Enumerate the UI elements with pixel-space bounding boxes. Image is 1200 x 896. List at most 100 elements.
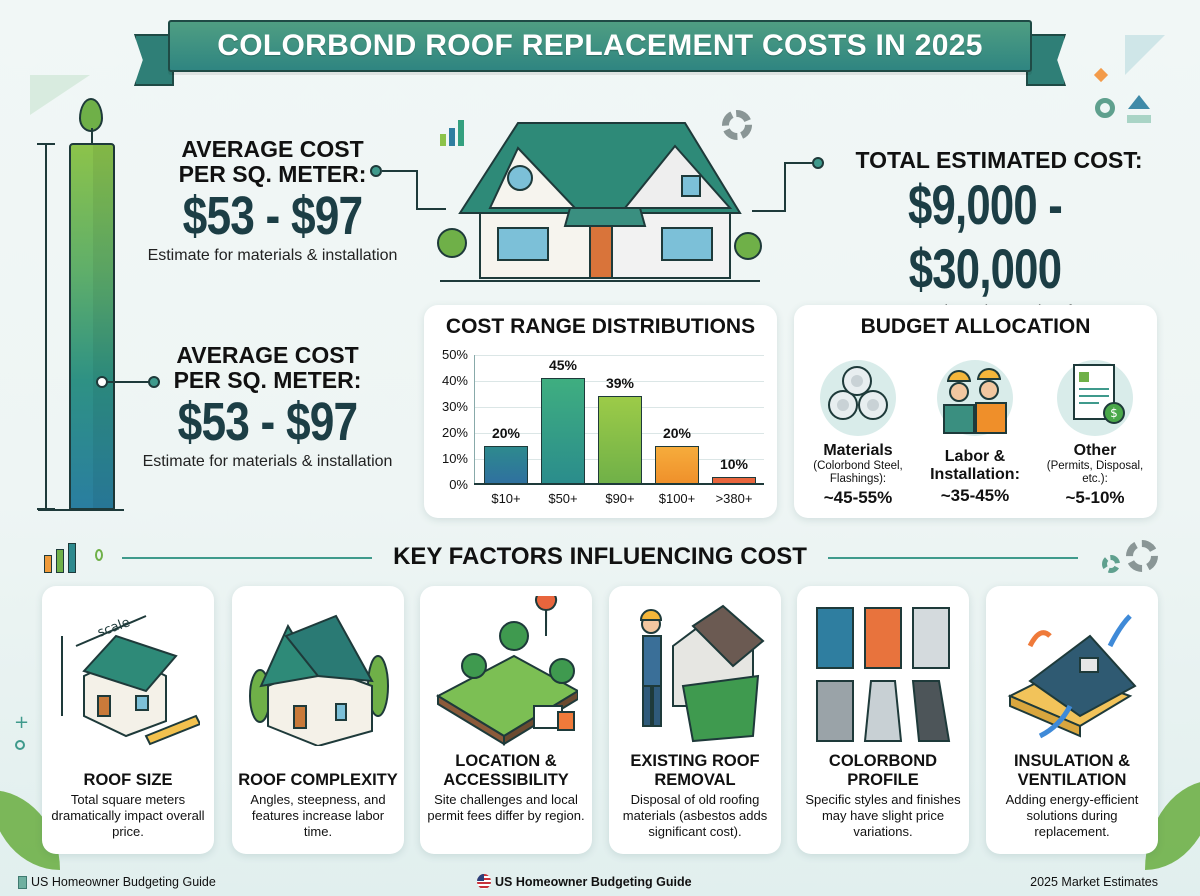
- x-tick: $100+: [658, 491, 696, 506]
- budget-item-name: Materials: [823, 442, 893, 459]
- total-cost-label: TOTAL ESTIMATED COST:: [855, 147, 1143, 173]
- factor-card-roof-removal: EXISTING ROOF REMOVAL Disposal of old ro…: [609, 586, 781, 854]
- y-tick: 10%: [441, 451, 468, 466]
- factor-desc: Adding energy-efficient solutions during…: [1005, 792, 1139, 839]
- budget-item-pct: ~45-55%: [823, 488, 893, 507]
- footer-center: US Homeowner Budgeting Guide: [495, 875, 692, 889]
- factor-card-roof-size: scale ROOF SIZE Total square meters dram…: [42, 586, 214, 854]
- connector-line: [102, 381, 150, 383]
- factor-title: COLORBOND PROFILE: [828, 752, 938, 789]
- y-tick: 0%: [449, 477, 468, 492]
- cost-value: $53 - $97: [177, 392, 359, 452]
- connector-line: [752, 210, 786, 212]
- budget-item-pct: ~35-45%: [940, 486, 1010, 505]
- us-flag-icon: [477, 874, 491, 889]
- cost-value: $53 - $97: [182, 186, 364, 246]
- footer-right: 2025 Market Estimates: [1030, 875, 1158, 889]
- connector-line: [382, 170, 418, 172]
- decor-circle: [15, 740, 25, 750]
- decor-diamond: [1093, 67, 1109, 83]
- complex-roof-icon: [246, 596, 390, 748]
- factor-title: ROOF COMPLEXITY: [238, 771, 398, 789]
- connector-dot: [812, 157, 824, 169]
- gauge-marker-dot: [96, 376, 108, 388]
- chart-bar: [484, 446, 528, 485]
- chart-title: COST RANGE DISTRIBUTIONS: [445, 315, 756, 338]
- bar-value-label: 20%: [491, 425, 521, 441]
- permit-document-icon: $: [1057, 360, 1133, 436]
- total-cost-block: TOTAL ESTIMATED COST: $9,000 - $30,000 R…: [790, 148, 1180, 321]
- chart-bar: [598, 396, 642, 485]
- budget-item-labor: Labor & Installation: ~35-45%: [920, 360, 1030, 506]
- key-factors-title: KEY FACTORS INFLUENCING COST: [393, 543, 807, 570]
- factor-title: INSULATION & VENTILATION: [1013, 752, 1131, 789]
- leaf-stem: [91, 128, 93, 144]
- gear-small-icon: [1102, 555, 1120, 573]
- cost-label-line2: PER SQ. METER:: [173, 367, 362, 393]
- divider-line: [828, 557, 1078, 559]
- budget-item-other: $ Other (Permits, Disposal, etc.): ~5-10…: [1040, 360, 1150, 508]
- chart-bar: [655, 446, 699, 485]
- chart-bar: [712, 477, 756, 485]
- cost-per-sqm-top: AVERAGE COST PER SQ. METER: $53 - $97 Es…: [130, 137, 415, 265]
- cost-label-line1: AVERAGE COST: [181, 136, 364, 162]
- factor-card-insulation: INSULATION & VENTILATION Adding energy-e…: [986, 586, 1158, 854]
- cost-range-chart: 50% 40% 30% 20% 10% 0% 20% 45% 39% 20% 1…: [442, 347, 764, 506]
- workers-icon: [937, 360, 1013, 436]
- decor-circle: [95, 549, 103, 561]
- factor-desc: Disposal of old roofing materials (asbes…: [622, 792, 768, 839]
- cost-note: Estimate for materials & installation: [147, 247, 398, 264]
- house-scale-icon: scale: [56, 596, 202, 746]
- budget-item-name: Other: [1073, 442, 1117, 459]
- chart-growth-icon: [440, 120, 468, 146]
- connector-line: [785, 162, 813, 164]
- factor-card-roof-complexity: ROOF COMPLEXITY Angles, steepness, and f…: [232, 586, 404, 854]
- y-tick: 20%: [441, 425, 468, 440]
- gear-icon: [722, 110, 752, 140]
- gauge-bracket: [37, 143, 55, 510]
- budget-item-desc: (Colorbond Steel, Flashings):: [813, 460, 903, 485]
- connector-line: [416, 170, 418, 210]
- calculator-icon: [18, 876, 27, 889]
- factor-desc: Specific styles and finishes may have sl…: [805, 792, 961, 839]
- decor-triangle: [1125, 35, 1165, 75]
- growth-chart-icon: [42, 535, 82, 573]
- budget-item-pct: ~5-10%: [1065, 488, 1125, 507]
- bar-value-label: 45%: [548, 357, 578, 373]
- y-tick: 30%: [441, 399, 468, 414]
- cost-gauge-bar: [69, 143, 115, 510]
- y-tick: 40%: [441, 373, 468, 388]
- y-tick: 50%: [441, 347, 468, 362]
- footer-left: US Homeowner Budgeting Guide: [31, 875, 216, 889]
- roof-profiles-icon: [811, 596, 955, 746]
- cost-label-line1: AVERAGE COST: [176, 342, 359, 368]
- decor-plus: +: [14, 712, 30, 733]
- factor-title: ROOF SIZE: [83, 771, 173, 789]
- steel-rolls-icon: [820, 360, 896, 436]
- location-map-icon: [434, 589, 581, 746]
- bar-value-label: 39%: [605, 375, 635, 391]
- roof-removal-icon: [623, 596, 767, 746]
- house-illustration: [430, 108, 770, 288]
- insulation-ventilation-icon: [1000, 596, 1144, 746]
- factor-title: LOCATION & ACCESSIBILITY: [443, 752, 569, 789]
- title-banner: COLORBOND ROOF REPLACEMENT COSTS IN 2025: [168, 20, 1032, 72]
- factor-title: EXISTING ROOF REMOVAL: [630, 752, 760, 789]
- budget-item-materials: Materials (Colorbond Steel, Flashings): …: [803, 360, 913, 508]
- x-tick: $90+: [605, 491, 635, 506]
- x-tick: >380+: [715, 491, 753, 506]
- cost-label-line2: PER SQ. METER:: [178, 161, 367, 187]
- total-cost-value: $9,000 - $30,000: [907, 173, 1063, 300]
- gears-icon: [1126, 540, 1158, 572]
- banner-ribbon-right: [1026, 34, 1066, 86]
- divider-line: [122, 557, 372, 559]
- leaf-icon: [79, 98, 103, 132]
- factor-card-location: LOCATION & ACCESSIBILITY Site challenges…: [420, 586, 592, 854]
- factor-card-colorbond-profile: COLORBOND PROFILE Specific styles and fi…: [797, 586, 969, 854]
- x-tick: $50+: [548, 491, 578, 506]
- budget-title: BUDGET ALLOCATION: [860, 315, 1091, 338]
- factor-desc: Site challenges and local permit fees di…: [427, 792, 585, 823]
- page-title: COLORBOND ROOF REPLACEMENT COSTS IN 2025: [217, 29, 983, 62]
- x-tick: $10+: [491, 491, 521, 506]
- factor-desc: Total square meters dramatically impact …: [51, 792, 205, 839]
